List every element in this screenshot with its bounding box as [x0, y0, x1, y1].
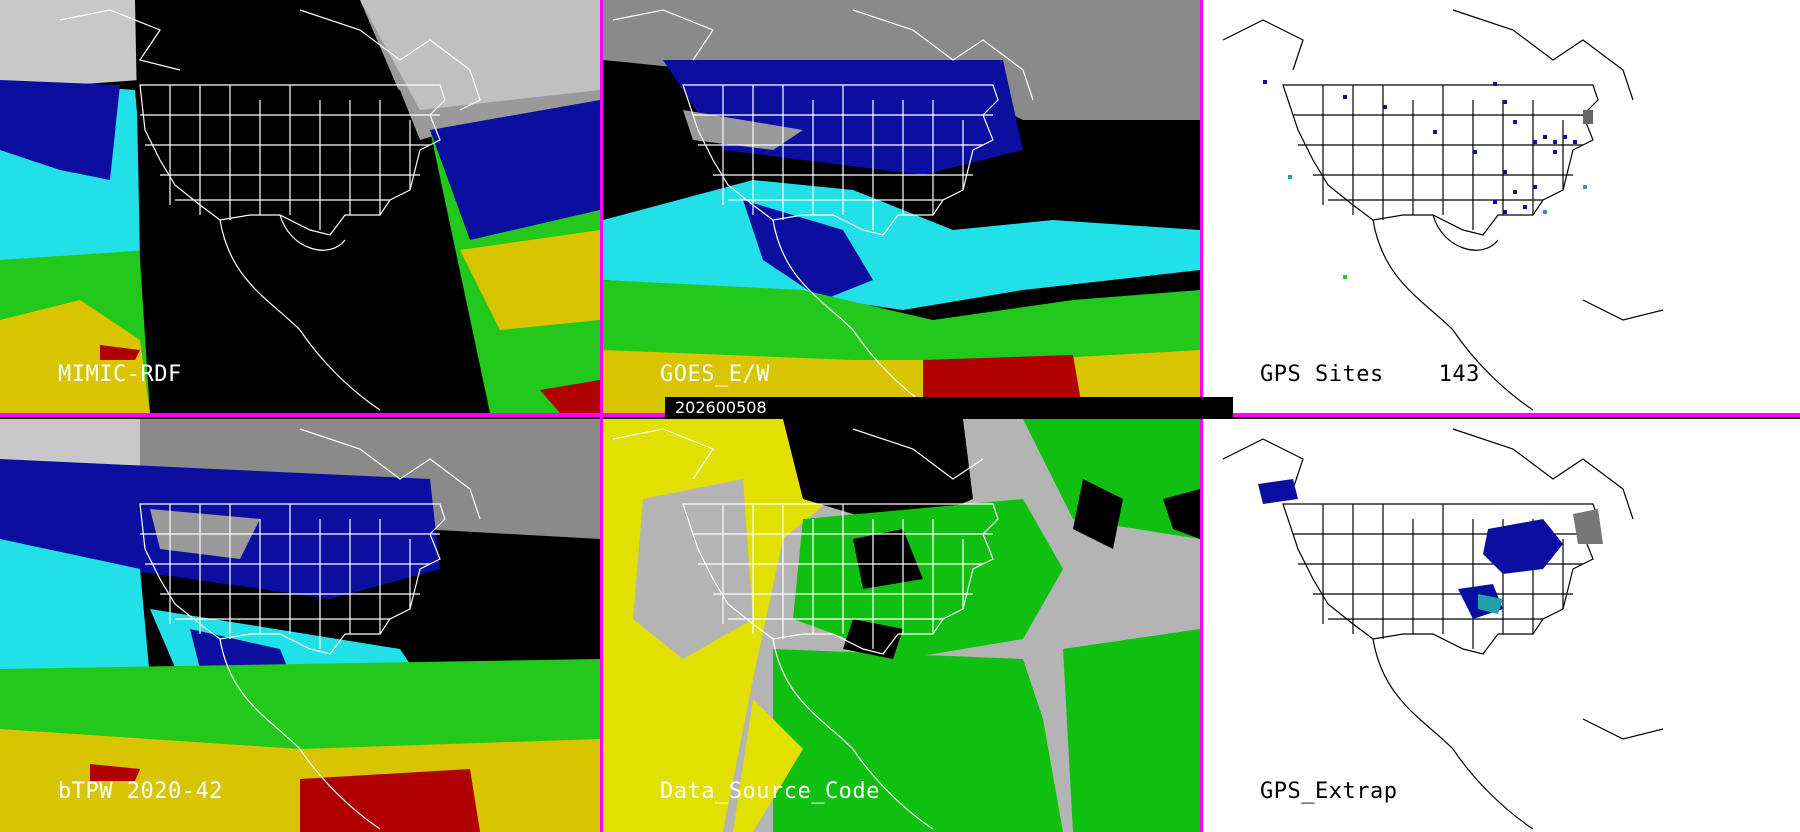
gps-sites-map-image	[1203, 0, 1800, 413]
panel-mimic-rdf: MIMIC-RDF	[0, 0, 600, 413]
panel-goes: GOES_E/W	[603, 0, 1200, 413]
panel-gps-extrap: GPS_Extrap	[1203, 419, 1800, 832]
date-label: 202600508	[665, 397, 1233, 419]
panel-label-gps-sites: GPS Sites 143	[1260, 362, 1480, 387]
panel-label-btpw: bTPW 2020-42	[58, 779, 223, 804]
mimic-map-image	[0, 0, 600, 413]
panel-gps-sites: GPS Sites 143	[1203, 0, 1800, 413]
panel-label-goes: GOES_E/W	[660, 362, 770, 387]
panel-label-gps-extrap: GPS_Extrap	[1260, 779, 1398, 804]
panel-data-source-code: Data_Source_Code	[603, 419, 1200, 832]
panel-btpw: bTPW 2020-42	[0, 419, 600, 832]
gps-extrap-blob-ohio	[1483, 519, 1563, 574]
gps-site-markers	[1263, 80, 1577, 214]
data-source-map-image	[603, 419, 1200, 832]
goes-map-image	[603, 0, 1200, 413]
panel-label-data-source: Data_Source_Code	[660, 779, 880, 804]
btpw-map-image	[0, 419, 600, 832]
panel-label-mimic: MIMIC-RDF	[58, 362, 182, 387]
gps-extrap-map-image	[1203, 419, 1800, 832]
